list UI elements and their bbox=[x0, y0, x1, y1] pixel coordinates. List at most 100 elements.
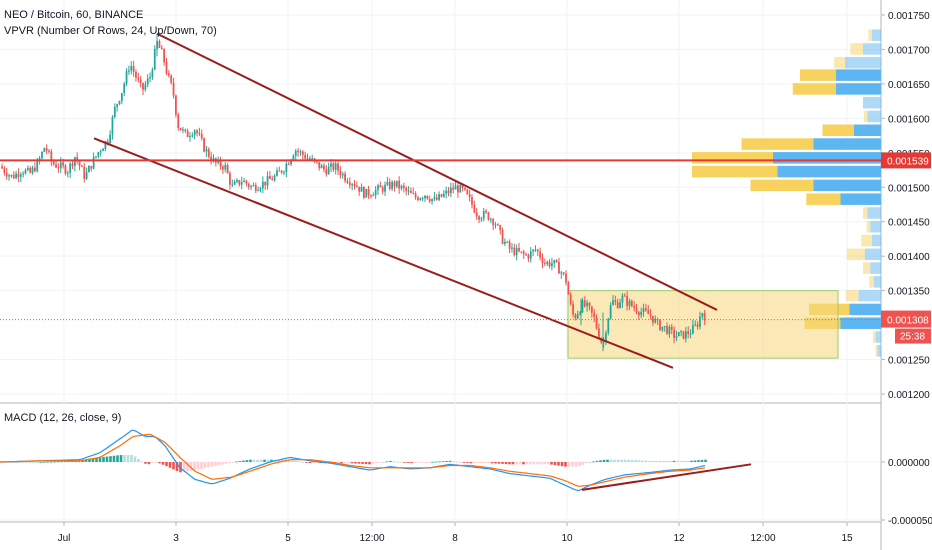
candle-body bbox=[120, 93, 123, 101]
candle-body bbox=[160, 47, 163, 50]
candle-body bbox=[478, 216, 480, 220]
time-tick-label: 10 bbox=[561, 533, 573, 544]
candle-body bbox=[598, 328, 600, 339]
candle-body bbox=[254, 185, 257, 191]
candle-body bbox=[605, 332, 607, 343]
macd-histogram-bar bbox=[693, 460, 697, 462]
candle-body bbox=[480, 218, 483, 220]
candle-body bbox=[341, 173, 344, 176]
macd-histogram-bar bbox=[266, 459, 270, 462]
macd-histogram-bar bbox=[14, 462, 18, 463]
vp-row-up bbox=[870, 262, 881, 274]
candle-body bbox=[675, 336, 678, 338]
candle-body bbox=[36, 160, 39, 172]
candle-body bbox=[673, 329, 675, 338]
macd-histogram-bar bbox=[609, 459, 613, 462]
candle-body bbox=[97, 152, 100, 157]
vp-row-up bbox=[840, 317, 881, 329]
vp-row-down bbox=[834, 56, 845, 69]
macd-histogram-bar bbox=[466, 462, 469, 463]
candle-body bbox=[501, 229, 504, 244]
price-badges: 0.001539 0.001308 25:38 bbox=[881, 152, 931, 344]
candle-body bbox=[330, 163, 332, 167]
candle-body bbox=[200, 134, 203, 139]
macd-histogram-bar bbox=[483, 462, 487, 464]
candle-body bbox=[332, 163, 335, 170]
candle-body bbox=[402, 185, 405, 188]
macd-histogram-bar bbox=[84, 459, 88, 462]
candle-body bbox=[701, 313, 704, 317]
candle-body bbox=[555, 260, 558, 263]
candle-body bbox=[261, 181, 264, 189]
candle-body bbox=[417, 197, 419, 200]
macd-histogram-bar bbox=[641, 460, 644, 462]
candle-body bbox=[320, 165, 323, 169]
price-axis[interactable]: 0.0017500.0017000.0016500.0016000.001550… bbox=[881, 11, 932, 527]
candle-body bbox=[541, 257, 544, 264]
vp-row-up bbox=[863, 43, 881, 55]
vp-row-up bbox=[854, 124, 881, 137]
macd-histogram-bar bbox=[186, 462, 189, 472]
candle-body bbox=[583, 300, 586, 307]
candle-body bbox=[663, 326, 666, 328]
macd-histogram-bar bbox=[280, 459, 284, 462]
macd-legend[interactable]: MACD (12, 26, close, 9) bbox=[4, 412, 121, 424]
macd-histogram-bar bbox=[546, 462, 550, 465]
candle-body bbox=[358, 186, 361, 192]
macd-histogram-bar bbox=[252, 459, 256, 462]
vpvr-legend[interactable]: VPVR (Number Of Rows, 24, Up/Down, 70) bbox=[4, 25, 217, 37]
candle-body bbox=[426, 195, 429, 199]
candle-body bbox=[81, 165, 83, 167]
macd-histogram-bar bbox=[259, 459, 263, 462]
candle-body bbox=[360, 187, 363, 192]
candle-body bbox=[473, 204, 476, 213]
candle-body bbox=[142, 82, 144, 90]
candle-body bbox=[252, 185, 255, 187]
candle-body bbox=[534, 249, 537, 251]
candle-body bbox=[558, 262, 560, 274]
macd-histogram-bar bbox=[389, 460, 392, 462]
macd-histogram-bar bbox=[413, 462, 417, 463]
macd-histogram-bar bbox=[371, 462, 375, 464]
price-tick-label: 0.001500 bbox=[888, 183, 930, 194]
candle-body bbox=[205, 149, 208, 152]
candle-body bbox=[461, 184, 464, 188]
macd-histogram-bar bbox=[298, 461, 301, 463]
macd-histogram-bar bbox=[651, 460, 655, 462]
candle-body bbox=[374, 189, 377, 196]
vp-row-up bbox=[867, 207, 881, 219]
countdown-badge bbox=[895, 328, 931, 344]
macd-histogram-bar bbox=[28, 462, 32, 463]
price-tick-label: 0.001650 bbox=[888, 80, 930, 91]
candle-body bbox=[464, 187, 466, 190]
candle-body bbox=[666, 326, 668, 334]
price-tick-label: 0.001250 bbox=[888, 356, 930, 367]
symbol-legend[interactable]: NEO / Bitcoin, 60, BINANCE bbox=[4, 9, 143, 21]
time-tick-label: 15 bbox=[841, 533, 853, 544]
vp-row-down bbox=[750, 179, 814, 192]
candle-body bbox=[247, 183, 250, 187]
candle-body bbox=[12, 174, 15, 179]
candle-body bbox=[193, 130, 196, 136]
macd-histogram-bar bbox=[697, 460, 700, 462]
trendline-drawings[interactable] bbox=[0, 32, 881, 369]
macd-histogram-bar bbox=[263, 459, 266, 462]
candle-body bbox=[55, 164, 57, 168]
candle-body bbox=[506, 241, 509, 243]
candle-body bbox=[379, 185, 382, 188]
candle-body bbox=[337, 163, 339, 171]
macd-histogram-bar bbox=[452, 461, 455, 463]
vp-row-down bbox=[863, 262, 871, 274]
candle-body bbox=[621, 295, 624, 303]
candle-body bbox=[536, 249, 539, 252]
candle-body bbox=[626, 296, 628, 306]
candle-body bbox=[553, 260, 556, 264]
candle-body bbox=[579, 312, 581, 315]
time-axis[interactable]: Jul 3 5 12:00 8 10 12 12:00 15 bbox=[58, 522, 853, 544]
candle-body bbox=[670, 326, 673, 330]
macd-histogram-bar bbox=[515, 462, 518, 465]
macd-histogram-bar bbox=[74, 460, 77, 462]
time-tick-label: 3 bbox=[173, 533, 179, 544]
candle-body bbox=[5, 172, 8, 177]
